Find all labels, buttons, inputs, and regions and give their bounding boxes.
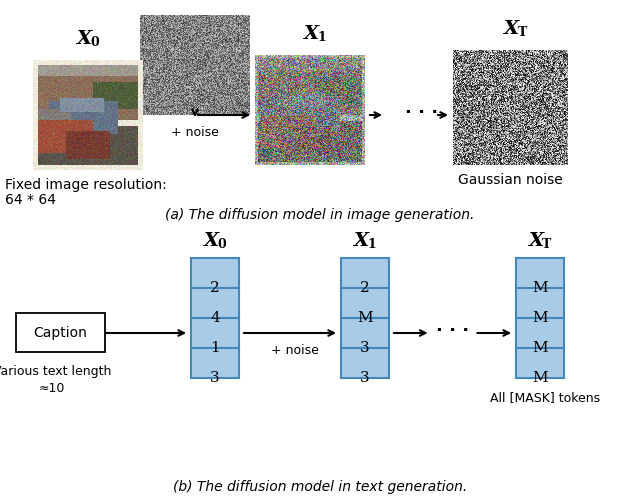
Bar (341, 348, 389, 378)
Text: · · ·: · · · (436, 322, 469, 340)
Text: 2: 2 (210, 281, 220, 295)
Text: X: X (204, 232, 219, 250)
Text: X: X (303, 25, 319, 43)
Text: 1: 1 (317, 31, 326, 44)
Text: All [MASK] tokens: All [MASK] tokens (490, 391, 600, 405)
Bar (341, 288, 389, 318)
Text: Caption: Caption (33, 325, 87, 339)
Text: 2: 2 (360, 281, 370, 295)
Text: X: X (504, 20, 518, 38)
Text: X: X (76, 30, 92, 48)
Text: Various text length: Various text length (0, 366, 111, 378)
Text: M: M (532, 371, 548, 385)
Text: 4: 4 (210, 311, 220, 325)
Text: 64 * 64: 64 * 64 (5, 193, 56, 207)
Bar (341, 258, 389, 288)
Bar (191, 258, 239, 288)
Text: M: M (532, 341, 548, 355)
Bar (516, 288, 564, 318)
Text: M: M (532, 311, 548, 325)
Text: X: X (529, 232, 543, 250)
Text: · · ·: · · · (405, 104, 438, 122)
Bar (516, 258, 564, 288)
Text: + noise: + noise (271, 345, 319, 358)
Text: + noise: + noise (171, 126, 219, 139)
Text: 3: 3 (360, 371, 370, 385)
Text: 0: 0 (91, 36, 99, 49)
Text: 0: 0 (218, 238, 227, 251)
Text: T: T (542, 238, 552, 251)
Text: Gaussian noise: Gaussian noise (458, 173, 563, 187)
Text: 3: 3 (210, 371, 220, 385)
Text: M: M (532, 281, 548, 295)
Text: ≈10: ≈10 (39, 381, 65, 394)
Bar (191, 348, 239, 378)
Bar (191, 318, 239, 348)
FancyBboxPatch shape (15, 313, 104, 352)
Text: X: X (353, 232, 369, 250)
Text: Fixed image resolution:: Fixed image resolution: (5, 178, 167, 192)
Text: 1: 1 (367, 238, 376, 251)
Bar (516, 348, 564, 378)
Text: 1: 1 (210, 341, 220, 355)
Bar (191, 288, 239, 318)
Text: 3: 3 (360, 341, 370, 355)
Text: T: T (517, 26, 527, 39)
Bar (341, 318, 389, 348)
Text: (a) The diffusion model in image generation.: (a) The diffusion model in image generat… (165, 208, 475, 222)
Text: (b) The diffusion model in text generation.: (b) The diffusion model in text generati… (173, 480, 467, 494)
Bar (516, 318, 564, 348)
Text: M: M (357, 311, 373, 325)
